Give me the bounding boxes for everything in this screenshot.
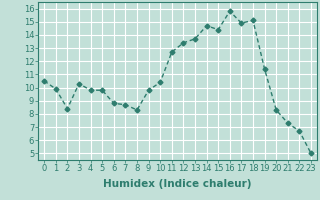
X-axis label: Humidex (Indice chaleur): Humidex (Indice chaleur) (103, 179, 252, 189)
